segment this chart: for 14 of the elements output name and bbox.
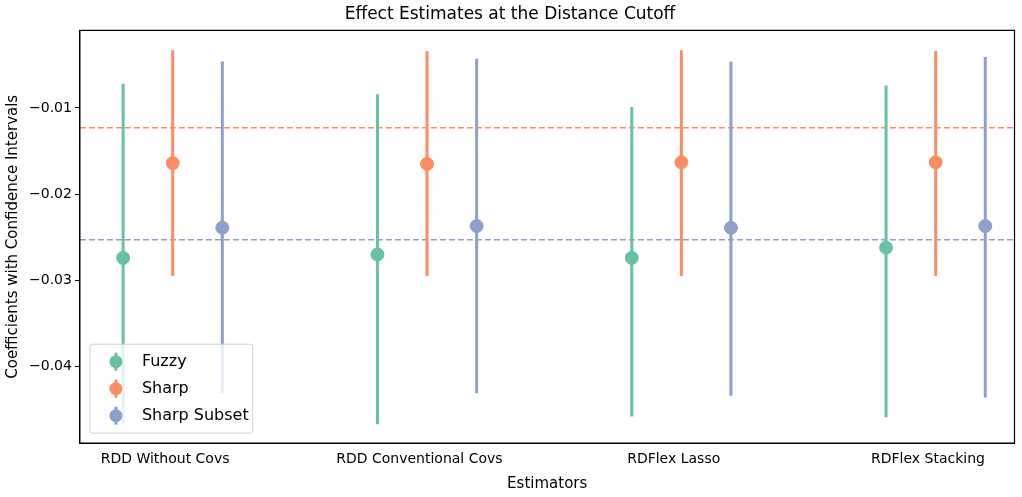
- x-tick-label: RDD Conventional Covs: [336, 450, 503, 467]
- y-tick-label: −0.01: [29, 98, 72, 115]
- legend-label: Sharp Subset: [141, 404, 249, 424]
- y-tick-label: −0.02: [29, 184, 72, 201]
- y-axis-title: Coefficients with Confidence Intervals: [2, 94, 21, 379]
- y-tick-label: −0.04: [29, 357, 72, 374]
- y-tick-label: −0.03: [29, 270, 72, 287]
- legend-label: Fuzzy: [141, 350, 187, 370]
- x-axis-title: Estimators: [507, 473, 588, 492]
- x-tick-label: RDFlex Stacking: [871, 450, 986, 467]
- x-tick-label: RDD Without Covs: [100, 450, 230, 467]
- chart-title: Effect Estimates at the Distance Cutoff: [344, 2, 677, 23]
- legend-label: Sharp: [141, 377, 189, 397]
- x-tick-label: RDFlex Lasso: [627, 450, 721, 467]
